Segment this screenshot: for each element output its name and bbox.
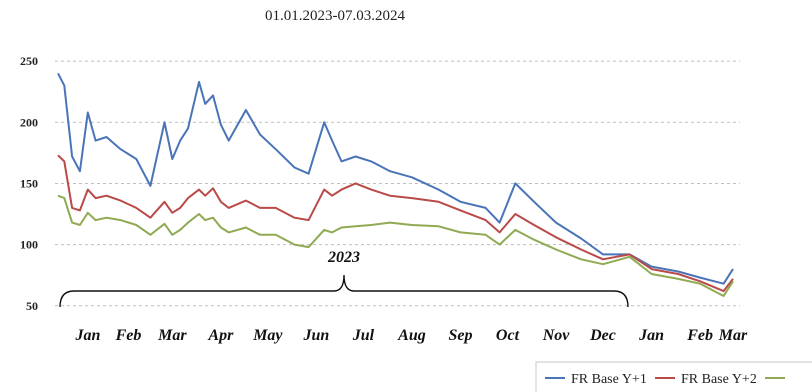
year-bracket-label: 2023 <box>327 249 360 266</box>
x-tick-label: Jan <box>638 327 664 344</box>
series-line-1 <box>57 72 734 285</box>
year-bracket-line <box>59 274 629 308</box>
chart-title: 01.01.2023-07.03.2024 <box>265 8 405 24</box>
x-tick-label: Mar <box>157 327 187 344</box>
x-tick-label: Feb <box>115 327 142 344</box>
gridlines <box>55 60 740 307</box>
x-tick-label: Oct <box>496 327 520 344</box>
y-tick-label: 150 <box>20 176 38 190</box>
x-tick-label: Apr <box>207 327 234 344</box>
x-tick-label: May <box>252 327 283 344</box>
x-tick-label: Nov <box>542 327 571 344</box>
x-tick-label: Aug <box>397 327 426 344</box>
x-tick-label: Jul <box>352 327 375 344</box>
y-tick-label: 250 <box>20 54 38 68</box>
y-tick-label: 100 <box>20 238 38 252</box>
x-tick-label: Jun <box>303 327 330 344</box>
x-tick-label: Feb <box>686 327 713 344</box>
y-axis-ticks: 50 100 150 200 250 <box>20 54 38 313</box>
x-axis-month-ticks: Jan Feb Mar Apr May Jun Jul Aug Sep Oct Nov Dec Jan F… <box>74 327 748 344</box>
x-tick-label: Dec <box>589 327 616 344</box>
y-tick-label: 200 <box>20 115 38 129</box>
x-tick-label: Mar <box>718 327 748 344</box>
legend-label-1: FR Base Y+1 <box>571 372 647 387</box>
year-bracket: 2023 <box>59 249 629 308</box>
series-line-2 <box>57 154 734 293</box>
x-tick-label: Jan <box>74 327 100 344</box>
series-line-3 <box>57 194 734 297</box>
series-lines <box>57 72 734 297</box>
legend-label-2: FR Base Y+2 <box>681 372 757 387</box>
legend: FR Base Y+1 FR Base Y+2 <box>535 361 812 392</box>
y-tick-label: 50 <box>26 299 38 313</box>
x-tick-label: Sep <box>448 327 472 344</box>
